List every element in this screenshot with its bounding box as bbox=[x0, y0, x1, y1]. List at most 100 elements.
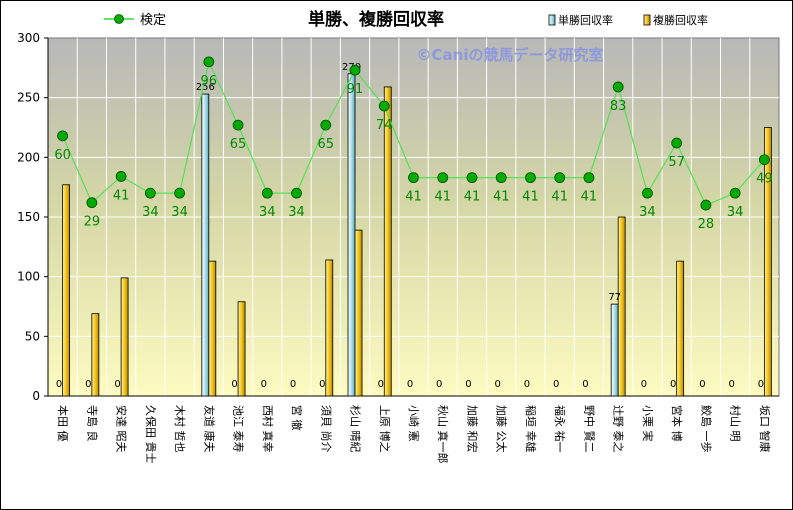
kentei-value-label: 34 bbox=[259, 205, 276, 220]
x-tick-label: 福永 祐一 bbox=[553, 405, 567, 453]
kentei-value-label: 65 bbox=[230, 137, 247, 152]
tan-value-label: 0 bbox=[641, 379, 647, 390]
fuku-bar bbox=[208, 260, 217, 397]
kentei-point bbox=[525, 172, 536, 184]
kentei-point bbox=[57, 130, 69, 142]
x-tick-label: 久保田 貴士 bbox=[144, 405, 158, 464]
kentei-point bbox=[144, 187, 156, 199]
tan-value-label: 0 bbox=[231, 379, 237, 390]
legend-swatch-tan-icon bbox=[548, 14, 556, 26]
kentei-value-label: 57 bbox=[668, 155, 685, 170]
kentei-point bbox=[174, 187, 185, 199]
kentei-point bbox=[378, 100, 390, 112]
fuku-bar bbox=[325, 259, 334, 397]
x-tick-label: 本田 優 bbox=[56, 405, 70, 442]
fuku-bar bbox=[383, 86, 392, 397]
fuku-bar bbox=[62, 184, 71, 397]
legend-label-tan: 単勝回収率 bbox=[558, 13, 613, 27]
kentei-value-label: 28 bbox=[698, 217, 715, 232]
kentei-value-label: 74 bbox=[376, 118, 393, 133]
tan-value-label: 0 bbox=[465, 379, 471, 390]
chart-title: 単勝、複勝回収率 bbox=[308, 9, 444, 30]
x-tick-label: 辻野 泰之 bbox=[612, 405, 626, 453]
legend-label-fuku: 複勝回収率 bbox=[653, 13, 708, 27]
kentei-point bbox=[408, 172, 419, 184]
x-tick-label: 上原 博之 bbox=[378, 405, 392, 453]
x-tick-label: 友道 康夫 bbox=[202, 405, 216, 453]
kentei-value-label: 29 bbox=[84, 215, 101, 230]
fuku-bar bbox=[354, 229, 363, 397]
tan-value-label: 0 bbox=[670, 379, 676, 390]
x-tick-label: 稲垣 幸雄 bbox=[524, 405, 538, 453]
kentei-value-label: 49 bbox=[756, 172, 773, 187]
kentei-value-label: 41 bbox=[113, 188, 130, 203]
fuku-bar bbox=[91, 313, 100, 397]
x-tick-label: 加藤 和宏 bbox=[465, 405, 479, 452]
fuku-bar bbox=[763, 127, 772, 397]
x-tick-label: 宮 徹 bbox=[290, 405, 304, 431]
kentei-point bbox=[115, 171, 127, 182]
tan-bar bbox=[610, 303, 619, 397]
kentei-value-label: 34 bbox=[727, 205, 744, 220]
kentei-value-label: 34 bbox=[639, 205, 656, 220]
kentei-point bbox=[495, 172, 507, 184]
x-tick-label: 杉山 晴紀 bbox=[349, 405, 363, 453]
y-tick-label: 0 bbox=[32, 389, 40, 403]
kentei-point bbox=[203, 56, 215, 68]
tan-value-label: 0 bbox=[85, 379, 91, 390]
x-tick-label: 池江 泰寿 bbox=[232, 405, 246, 453]
kentei-value-label: 41 bbox=[493, 190, 510, 205]
legend-swatch-fuku-icon bbox=[643, 14, 651, 26]
x-tick-label: 鮫島 一歩 bbox=[699, 405, 713, 453]
tan-bar bbox=[347, 73, 356, 397]
kentei-point bbox=[86, 197, 98, 209]
kentei-point bbox=[612, 81, 624, 93]
kentei-value-label: 65 bbox=[318, 137, 335, 152]
fuku-bar bbox=[676, 260, 685, 397]
kentei-value-label: 60 bbox=[54, 148, 71, 163]
tan-value-label: 256 bbox=[196, 82, 215, 93]
tan-value-label: 0 bbox=[436, 379, 442, 390]
x-tick-label: 須貝 尚介 bbox=[319, 405, 333, 453]
tan-value-label: 0 bbox=[290, 379, 296, 390]
y-tick-label: 300 bbox=[17, 31, 40, 45]
tan-value-label: 0 bbox=[56, 379, 62, 390]
y-tick-label: 150 bbox=[17, 210, 40, 224]
kentei-point bbox=[700, 199, 712, 211]
kentei-point bbox=[466, 172, 478, 184]
x-tick-label: 小栗 実 bbox=[641, 405, 655, 442]
kentei-value-label: 91 bbox=[347, 82, 364, 97]
y-tick-label: 50 bbox=[25, 329, 40, 343]
tan-value-label: 0 bbox=[582, 379, 588, 390]
tan-value-label: 0 bbox=[524, 379, 530, 390]
kentei-value-label: 41 bbox=[581, 190, 598, 205]
kentei-point bbox=[642, 187, 653, 199]
kentei-point bbox=[554, 172, 566, 184]
kentei-point bbox=[758, 154, 770, 166]
x-tick-label: 秋山 真一郎 bbox=[436, 405, 450, 464]
y-tick-label: 250 bbox=[17, 91, 40, 105]
x-tick-label: 西村 真幸 bbox=[261, 405, 275, 453]
kentei-value-label: 41 bbox=[464, 190, 481, 205]
kentei-value-label: 41 bbox=[522, 190, 539, 205]
tan-value-label: 0 bbox=[378, 379, 384, 390]
x-tick-label: 宮本 博 bbox=[670, 405, 684, 442]
kentei-value-label: 34 bbox=[171, 205, 188, 220]
kentei-value-label: 34 bbox=[142, 205, 159, 220]
fuku-bar bbox=[120, 277, 129, 397]
kentei-value-label: 41 bbox=[551, 190, 568, 205]
kentei-value-label: 41 bbox=[434, 190, 451, 205]
fuku-bar bbox=[617, 216, 626, 397]
watermark: ©Caniの競馬データ研究室 bbox=[417, 46, 604, 64]
kentei-point bbox=[583, 172, 595, 184]
y-tick-label: 200 bbox=[17, 150, 40, 164]
kentei-point bbox=[729, 187, 741, 199]
y-tick-label: 100 bbox=[17, 270, 40, 284]
x-tick-label: 村山 明 bbox=[729, 405, 743, 442]
legend-dot-icon bbox=[114, 14, 124, 24]
kentei-value-label: 83 bbox=[610, 99, 627, 114]
x-tick-label: 寺島 良 bbox=[85, 405, 99, 442]
x-tick-label: 小崎 憲 bbox=[407, 405, 421, 442]
tan-value-label: 0 bbox=[553, 379, 559, 390]
